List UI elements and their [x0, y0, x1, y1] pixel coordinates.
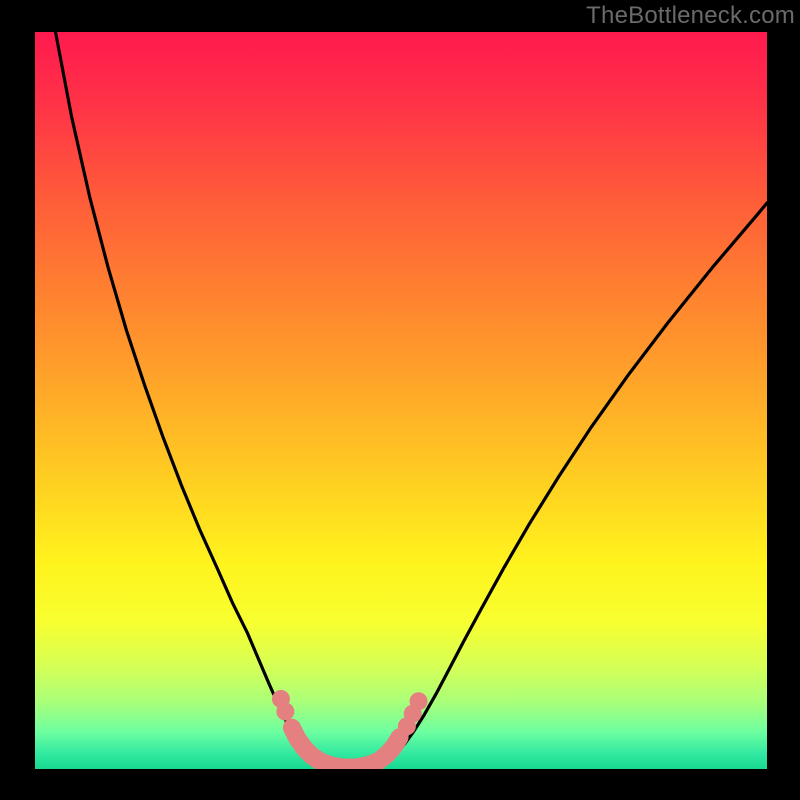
curve-marker-dot: [276, 703, 294, 721]
curve-marker-dot: [410, 692, 428, 710]
bottleneck-chart: [35, 32, 767, 769]
chart-gradient-background: [35, 32, 767, 769]
stage: TheBottleneck.com: [0, 0, 800, 800]
watermark-text: TheBottleneck.com: [586, 2, 795, 30]
